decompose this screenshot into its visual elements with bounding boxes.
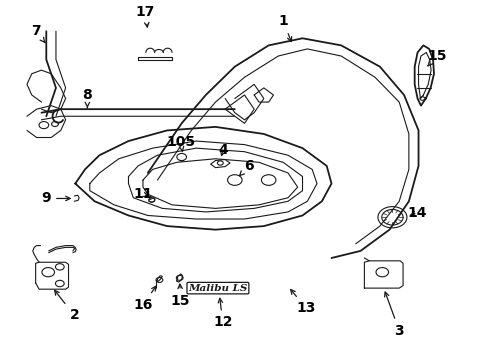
Text: 9: 9 [41, 192, 70, 206]
Text: 15: 15 [427, 49, 446, 66]
Text: 105: 105 [166, 135, 195, 152]
Text: 4: 4 [218, 143, 227, 157]
Text: 13: 13 [290, 289, 315, 315]
Text: 3: 3 [384, 292, 403, 338]
Text: 7: 7 [31, 24, 45, 43]
Text: 12: 12 [213, 298, 232, 329]
Text: Malibu LS: Malibu LS [188, 284, 247, 293]
Text: 14: 14 [407, 206, 427, 220]
Text: 2: 2 [55, 291, 79, 323]
Text: 15: 15 [171, 284, 190, 307]
Text: 8: 8 [82, 88, 92, 108]
Text: 11: 11 [133, 187, 152, 201]
Text: 16: 16 [133, 286, 156, 312]
Text: 17: 17 [136, 5, 155, 27]
Text: 1: 1 [278, 14, 291, 41]
Text: 6: 6 [239, 159, 254, 176]
